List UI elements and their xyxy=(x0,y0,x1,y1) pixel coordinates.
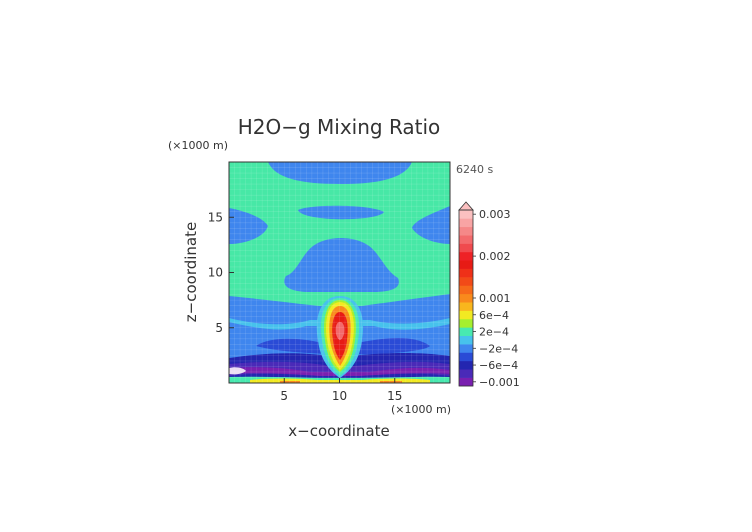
y-tick-label: 5 xyxy=(215,321,223,335)
colorbar-swatch xyxy=(459,268,473,278)
colorbar-tick-label: 2e−4 xyxy=(479,326,509,339)
colorbar-swatch xyxy=(459,360,473,370)
colorbar-swatch xyxy=(459,369,473,378)
chart-title: H2O−g Mixing Ratio xyxy=(238,115,441,139)
colorbar-swatch xyxy=(459,318,473,328)
colorbar-swatch xyxy=(459,285,473,295)
plume-core xyxy=(335,322,345,340)
colorbar: 0.003 0.002 0.001 6e−4 2e−4 −2e−4 −6e−4 −0.001 xyxy=(458,201,520,389)
colorbar-swatch xyxy=(459,210,473,219)
x-unit-label: (×1000 m) xyxy=(391,403,451,416)
colorbar-swatch xyxy=(459,327,473,337)
x-tick-label: 10 xyxy=(332,389,347,403)
y-axis-label: z−coordinate xyxy=(182,222,200,322)
colorbar-swatch xyxy=(459,344,473,353)
colorbar-tick-label: −0.001 xyxy=(479,376,520,389)
colorbar-swatch xyxy=(459,352,473,362)
field-band-violet xyxy=(229,367,450,376)
colorbar-tick-label: −6e−4 xyxy=(479,359,518,372)
colorbar-swatch xyxy=(459,218,473,228)
colorbar-tick-label: 0.002 xyxy=(479,250,511,263)
x-axis-label: x−coordinate xyxy=(288,422,389,440)
colorbar-swatch xyxy=(459,251,473,261)
field-patch-center-upper xyxy=(298,205,384,220)
x-tick-label: 15 xyxy=(387,389,402,403)
colorbar-swatch xyxy=(459,277,473,286)
colorbar-tick-label: 0.001 xyxy=(479,292,511,305)
time-label: 6240 s xyxy=(456,163,493,176)
colorbar-swatch xyxy=(459,293,473,303)
field-lobe-left xyxy=(229,367,246,375)
colorbar-swatch xyxy=(459,377,473,387)
heatmap-field xyxy=(229,162,450,383)
colorbar-swatch xyxy=(459,243,473,253)
colorbar-swatch xyxy=(459,335,473,345)
colorbar-swatch xyxy=(459,302,473,311)
y-tick-label: 15 xyxy=(208,210,223,224)
gridlines xyxy=(229,162,450,383)
colorbar-tick-label: 0.003 xyxy=(479,208,511,221)
x-ticks: 5 10 15 xyxy=(280,378,402,403)
y-ticks: 5 10 15 xyxy=(208,210,234,335)
field-patch-right-upper xyxy=(412,206,450,244)
colorbar-arrow xyxy=(458,201,474,211)
field-patch-dome xyxy=(284,238,399,292)
field-patch-left-upper xyxy=(229,208,268,244)
colorbar-swatch xyxy=(459,235,473,244)
colorbar-swatch xyxy=(459,226,473,236)
colorbar-swatch xyxy=(459,260,473,269)
field-patch-top xyxy=(268,162,412,184)
y-tick-label: 10 xyxy=(208,266,223,280)
colorbar-tick-label: 6e−4 xyxy=(479,309,509,322)
x-tick-label: 5 xyxy=(280,389,288,403)
colorbar-swatch xyxy=(459,310,473,320)
colorbar-tick-label: −2e−4 xyxy=(479,342,518,355)
y-unit-label: (×1000 m) xyxy=(168,139,228,152)
